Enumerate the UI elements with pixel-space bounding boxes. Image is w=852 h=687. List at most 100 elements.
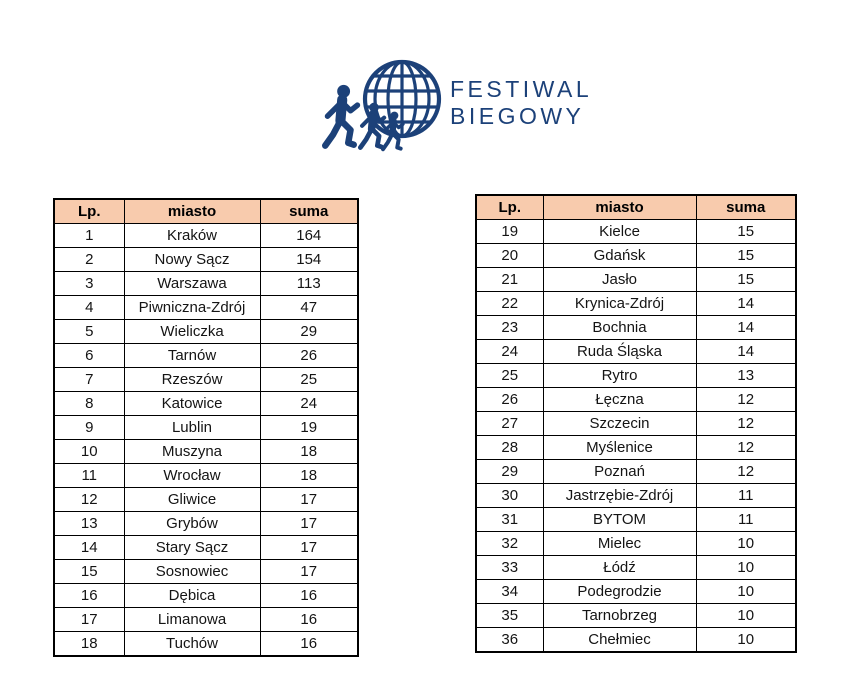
table-row: 34 Podegrodzie 10 (475, 579, 797, 604)
sum-cell: 16 (259, 631, 359, 657)
sum-cell: 12 (695, 387, 797, 412)
sum-cell: 164 (259, 223, 359, 248)
rank-cell: 22 (475, 291, 544, 316)
sum-cell: 19 (259, 415, 359, 440)
city-cell: Tarnobrzeg (542, 603, 697, 628)
sum-cell: 14 (695, 291, 797, 316)
rank-cell: 16 (53, 583, 125, 608)
city-cell: Poznań (542, 459, 697, 484)
city-cell: Gdańsk (542, 243, 697, 268)
table-row: 8 Katowice 24 (53, 391, 359, 416)
rank-cell: 11 (53, 463, 125, 488)
logo-wordmark: FESTIWAL BIEGOWY (450, 76, 592, 130)
city-cell: Tuchów (123, 631, 261, 657)
rank-cell: 3 (53, 271, 125, 296)
sum-cell: 16 (259, 583, 359, 608)
city-cell: Dębica (123, 583, 261, 608)
city-cell: Piwniczna-Zdrój (123, 295, 261, 320)
sum-cell: 10 (695, 627, 797, 653)
sum-cell: 26 (259, 343, 359, 368)
sum-cell: 13 (695, 363, 797, 388)
city-cell: Rzeszów (123, 367, 261, 392)
column-header: suma (695, 194, 797, 220)
sum-cell: 12 (695, 411, 797, 436)
sum-cell: 18 (259, 439, 359, 464)
city-cell: Nowy Sącz (123, 247, 261, 272)
column-header: miasto (542, 194, 697, 220)
table-row: 1 Kraków 164 (53, 223, 359, 248)
logo-title-line1: FESTIWAL (450, 76, 593, 102)
rank-cell: 19 (475, 219, 544, 244)
rank-cell: 14 (53, 535, 125, 560)
runners-globe-icon (318, 59, 442, 162)
rank-cell: 17 (53, 607, 125, 632)
sum-cell: 10 (695, 555, 797, 580)
city-cell: Stary Sącz (123, 535, 261, 560)
sum-cell: 18 (259, 463, 359, 488)
table-row: 26 Łęczna 12 (475, 387, 797, 412)
city-cell: Jasło (542, 267, 697, 292)
table-row: 16 Dębica 16 (53, 583, 359, 608)
table-row: 35 Tarnobrzeg 10 (475, 603, 797, 628)
city-cell: Tarnów (123, 343, 261, 368)
ranking-table-right: Lp. miasto suma 19 Kielce 15 20 Gdańsk 15 21 Jasło… (475, 194, 797, 653)
city-cell: Jastrzębie-Zdrój (542, 483, 697, 508)
city-cell: Podegrodzie (542, 579, 697, 604)
table-row: 6 Tarnów 26 (53, 343, 359, 368)
rank-cell: 18 (53, 631, 125, 657)
table-row: 7 Rzeszów 25 (53, 367, 359, 392)
sum-cell: 15 (695, 267, 797, 292)
city-cell: Kraków (123, 223, 261, 248)
logo-title-line2: BIEGOWY (450, 103, 585, 129)
table-row: 36 Chełmiec 10 (475, 627, 797, 653)
table-row: 27 Szczecin 12 (475, 411, 797, 436)
table-row: 14 Stary Sącz 17 (53, 535, 359, 560)
sum-cell: 29 (259, 319, 359, 344)
table-row: 30 Jastrzębie-Zdrój 11 (475, 483, 797, 508)
rank-cell: 20 (475, 243, 544, 268)
rank-cell: 26 (475, 387, 544, 412)
rank-cell: 21 (475, 267, 544, 292)
table-row: 25 Rytro 13 (475, 363, 797, 388)
city-cell: Wrocław (123, 463, 261, 488)
rank-cell: 1 (53, 223, 125, 248)
table-row: 22 Krynica-Zdrój 14 (475, 291, 797, 316)
table-row: 31 BYTOM 11 (475, 507, 797, 532)
table-row: 29 Poznań 12 (475, 459, 797, 484)
sum-cell: 154 (259, 247, 359, 272)
sum-cell: 47 (259, 295, 359, 320)
rank-cell: 28 (475, 435, 544, 460)
sum-cell: 12 (695, 435, 797, 460)
sum-cell: 14 (695, 339, 797, 364)
table-row: 9 Lublin 19 (53, 415, 359, 440)
city-cell: Limanowa (123, 607, 261, 632)
city-cell: Ruda Śląska (542, 339, 697, 364)
table-row: 18 Tuchów 16 (53, 631, 359, 657)
sum-cell: 24 (259, 391, 359, 416)
city-cell: Gliwice (123, 487, 261, 512)
rank-cell: 4 (53, 295, 125, 320)
rank-cell: 15 (53, 559, 125, 584)
rank-cell: 27 (475, 411, 544, 436)
rank-cell: 31 (475, 507, 544, 532)
table-row: 2 Nowy Sącz 154 (53, 247, 359, 272)
table-row: 28 Myślenice 12 (475, 435, 797, 460)
table-row: 19 Kielce 15 (475, 219, 797, 244)
city-cell: Kielce (542, 219, 697, 244)
ranking-table-left: Lp. miasto suma 1 Kraków 164 2 Nowy Sącz 154 3 War… (53, 198, 359, 657)
column-header: suma (259, 198, 359, 224)
sum-cell: 15 (695, 243, 797, 268)
table-row: 15 Sosnowiec 17 (53, 559, 359, 584)
rank-cell: 12 (53, 487, 125, 512)
rank-cell: 10 (53, 439, 125, 464)
table-row: 5 Wieliczka 29 (53, 319, 359, 344)
sum-cell: 14 (695, 315, 797, 340)
sum-cell: 10 (695, 579, 797, 604)
table-row: 13 Grybów 17 (53, 511, 359, 536)
column-header: Lp. (475, 194, 544, 220)
rank-cell: 9 (53, 415, 125, 440)
city-cell: Łęczna (542, 387, 697, 412)
table-row: 10 Muszyna 18 (53, 439, 359, 464)
rank-cell: 34 (475, 579, 544, 604)
city-cell: Rytro (542, 363, 697, 388)
